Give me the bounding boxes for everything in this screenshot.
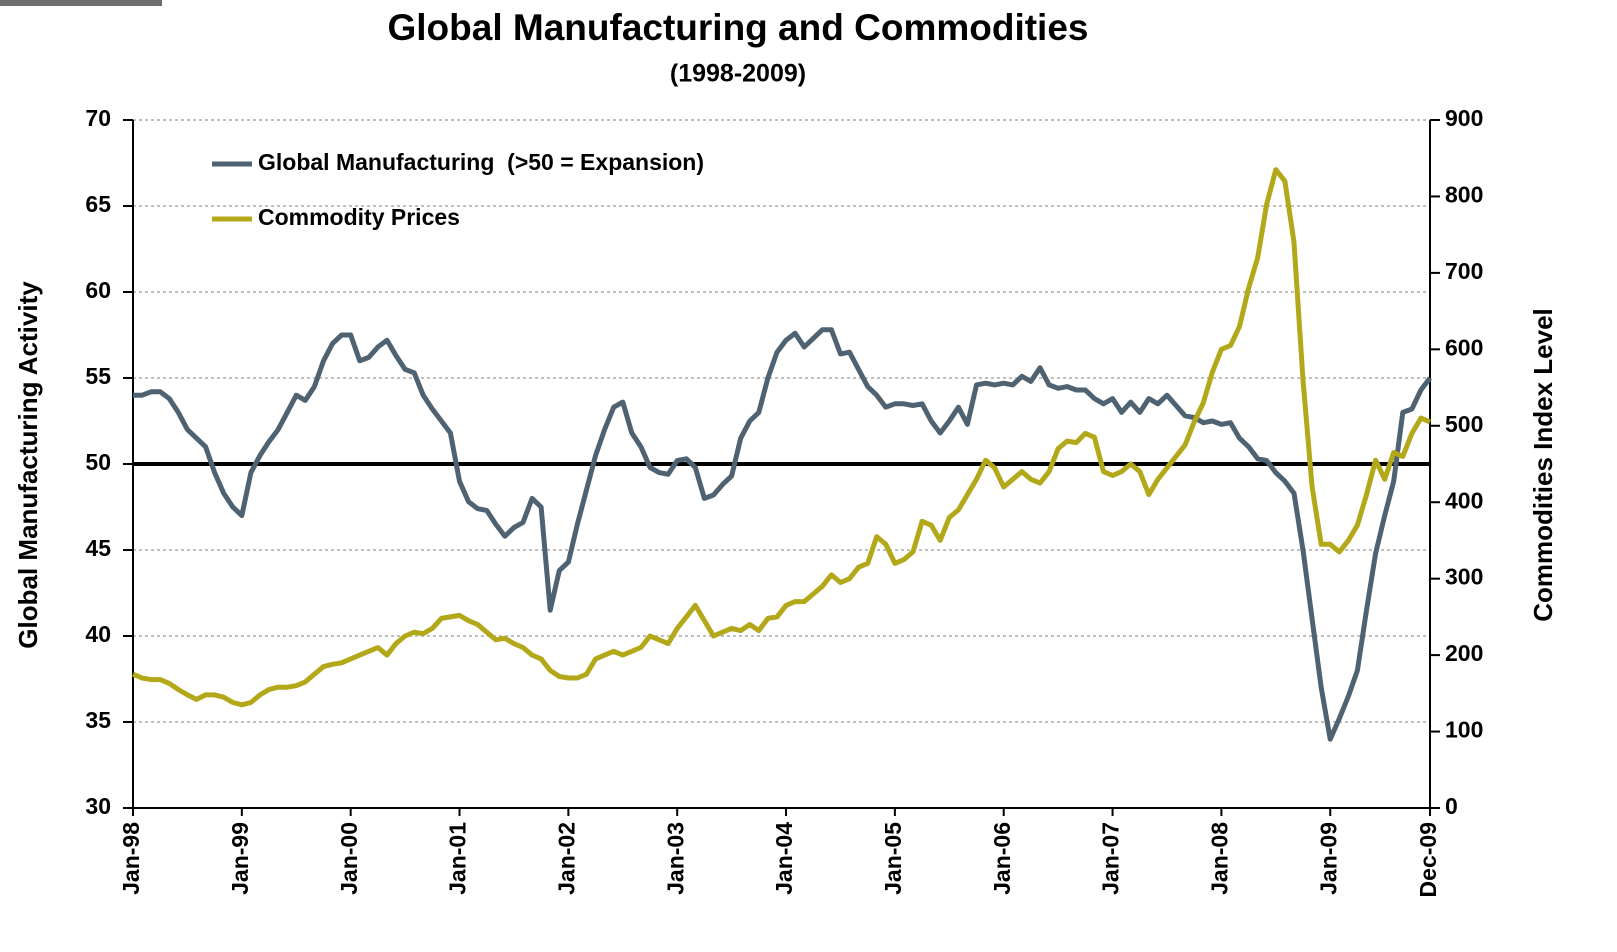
y-tick-label: 40 (85, 621, 111, 647)
legend-label: Global Manufacturing (>50 = Expansion) (258, 149, 704, 175)
y2-tick-label: 0 (1445, 793, 1458, 819)
x-tick-label: Jan-07 (1098, 822, 1124, 895)
y2-tick-label: 900 (1445, 105, 1483, 131)
y-tick-label: 50 (85, 449, 111, 475)
x-tick-label: Jan-00 (336, 822, 362, 895)
y2-tick-label: 300 (1445, 564, 1483, 590)
legend-label: Commodity Prices (258, 204, 460, 230)
y-tick-label: 60 (85, 277, 111, 303)
x-tick-label: Jan-05 (880, 822, 906, 895)
x-tick-label: Jan-08 (1206, 822, 1232, 895)
y2-tick-label: 500 (1445, 411, 1483, 437)
x-tick-label: Jan-09 (1315, 822, 1341, 895)
x-tick-label: Dec-09 (1415, 822, 1441, 897)
y-tick-label: 65 (85, 191, 111, 217)
x-tick-label: Jan-04 (771, 822, 797, 895)
x-tick-label: Jan-98 (118, 822, 144, 895)
y2-tick-label: 600 (1445, 334, 1483, 360)
y-tick-label: 35 (85, 707, 111, 733)
chart-subtitle: (1998-2009) (670, 60, 806, 88)
y2-axis-title: Commodities Index Level (1528, 308, 1558, 622)
series-line (132, 167, 1431, 708)
x-tick-label: Jan-01 (445, 822, 471, 895)
y2-tick-label: 100 (1445, 717, 1483, 743)
y2-tick-label: 700 (1445, 258, 1483, 284)
y2-tick-label: 200 (1445, 640, 1483, 666)
y-tick-label: 55 (85, 363, 111, 389)
x-tick-label: Jan-99 (227, 822, 253, 895)
chart-title: Global Manufacturing and Commodities (388, 7, 1089, 48)
x-tick-label: Jan-02 (553, 822, 579, 895)
series-line (133, 327, 1432, 742)
x-tick-label: Jan-06 (989, 822, 1015, 895)
y-tick-label: 45 (85, 535, 111, 561)
x-tick-label: Jan-03 (662, 822, 688, 895)
y2-tick-label: 800 (1445, 182, 1483, 208)
y-tick-label: 30 (85, 793, 111, 819)
y2-tick-label: 400 (1445, 487, 1483, 513)
y-axis-title: Global Manufacturing Activity (13, 281, 43, 649)
y-tick-label: 70 (85, 105, 111, 131)
corner-decoration (0, 0, 162, 6)
